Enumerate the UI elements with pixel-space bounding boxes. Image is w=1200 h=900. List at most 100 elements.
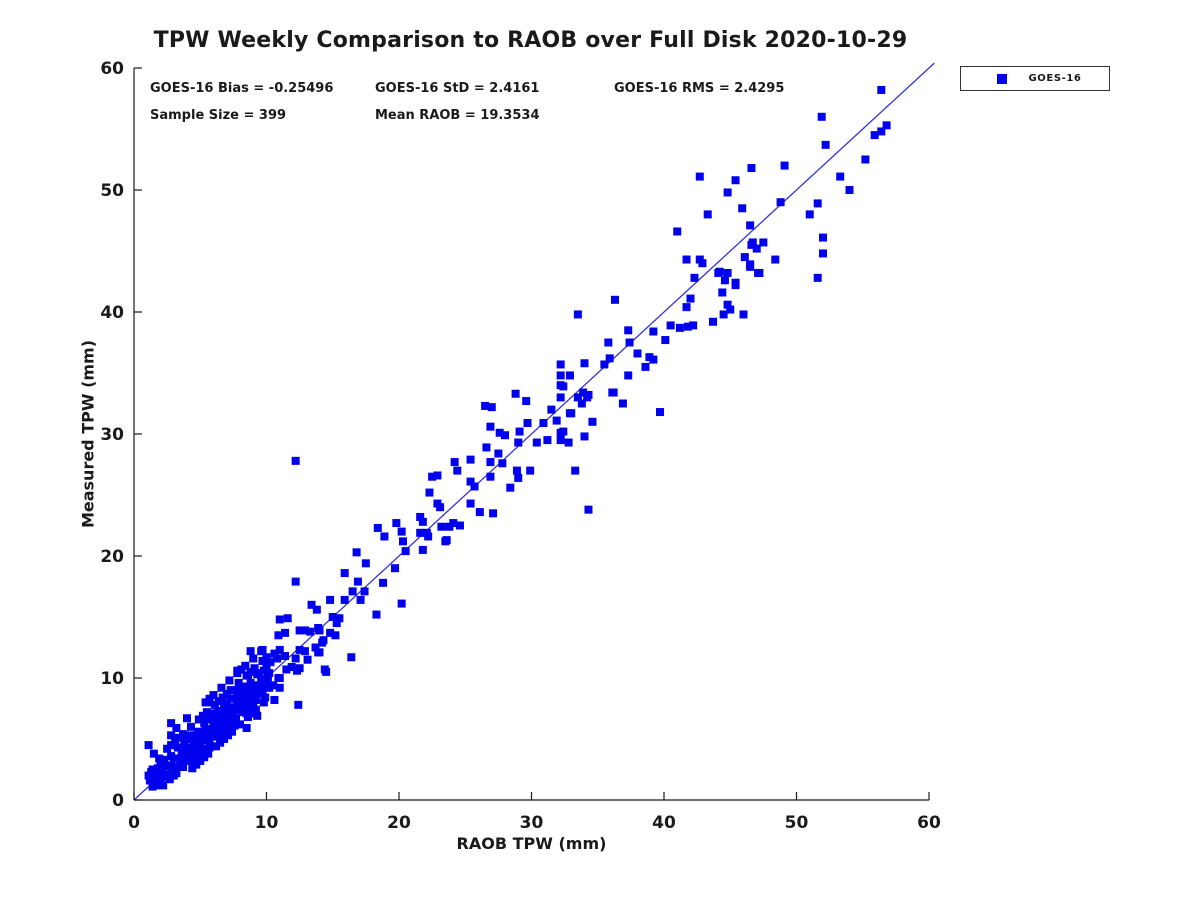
scatter-point xyxy=(192,749,201,758)
scatter-point xyxy=(175,733,184,742)
scatter-point xyxy=(356,595,365,604)
scatter-point xyxy=(397,599,406,608)
scatter-point xyxy=(148,765,157,774)
x-tick-label: 0 xyxy=(128,813,140,833)
scatter-point xyxy=(870,131,879,140)
scatter-point xyxy=(690,273,699,282)
scatter-point xyxy=(522,397,531,406)
scatter-point xyxy=(759,238,768,247)
scatter-point xyxy=(167,731,176,740)
scatter-point xyxy=(495,428,504,437)
scatter-point xyxy=(571,466,580,475)
scatter-point xyxy=(580,432,589,441)
scatter-point xyxy=(221,700,230,709)
scatter-point xyxy=(618,399,627,408)
scatter-point xyxy=(291,577,300,586)
scatter-point xyxy=(475,508,484,517)
scatter-point xyxy=(275,615,284,624)
scatter-point xyxy=(726,305,735,314)
x-tick-label: 40 xyxy=(652,813,676,833)
scatter-point xyxy=(295,664,304,673)
scatter-point xyxy=(695,172,704,181)
scatter-point xyxy=(481,401,490,410)
scatter-point xyxy=(543,436,552,445)
scatter-point xyxy=(167,752,176,761)
stat-std: GOES-16 StD = 2.4161 xyxy=(375,81,540,96)
scatter-point xyxy=(723,268,732,277)
scatter-point xyxy=(217,683,226,692)
scatter-point xyxy=(703,210,712,219)
scatter-point xyxy=(720,276,729,285)
scatter-point xyxy=(813,273,822,282)
scatter-point xyxy=(257,675,266,684)
scatter-point xyxy=(436,503,445,512)
scatter-point xyxy=(155,754,164,763)
scatter-point xyxy=(192,760,201,769)
scatter-point xyxy=(556,371,565,380)
scatter-point xyxy=(230,721,239,730)
stat-sample-size: Sample Size = 399 xyxy=(150,108,287,123)
scatter-point xyxy=(179,763,188,772)
scatter-point xyxy=(149,775,158,784)
scatter-point xyxy=(877,85,886,94)
scatter-point xyxy=(352,548,361,557)
scatter-point xyxy=(167,741,176,750)
scatter-point xyxy=(398,537,407,546)
scatter-point xyxy=(723,300,732,309)
scatter-point xyxy=(274,631,283,640)
scatter-point xyxy=(340,595,349,604)
scatter-point xyxy=(649,355,658,364)
scatter-point xyxy=(242,724,251,733)
scatter-point xyxy=(449,519,458,528)
scatter-point xyxy=(232,714,241,723)
scatter-point xyxy=(515,427,524,436)
scatter-point xyxy=(755,268,764,277)
scatter-point xyxy=(361,559,370,568)
scatter-point xyxy=(360,587,369,596)
x-tick-label: 10 xyxy=(255,813,279,833)
scatter-point xyxy=(689,321,698,330)
scatter-point xyxy=(275,645,284,654)
scatter-point xyxy=(682,303,691,312)
scatter-point xyxy=(295,626,304,635)
scatter-point xyxy=(246,678,255,687)
scatter-point xyxy=(776,198,785,207)
scatter-point xyxy=(262,661,271,670)
scatter-point xyxy=(189,754,198,763)
scatter-point xyxy=(752,244,761,253)
scatter-point xyxy=(771,255,780,264)
scatter-point xyxy=(295,645,304,654)
y-tick-label: 0 xyxy=(112,791,124,811)
scatter-point xyxy=(153,764,162,773)
scatter-point xyxy=(482,443,491,452)
scatter-point xyxy=(300,626,309,635)
scatter-point xyxy=(466,499,475,508)
scatter-point xyxy=(353,577,362,586)
scatter-point xyxy=(326,628,335,637)
scatter-point xyxy=(683,322,692,331)
scatter-point xyxy=(206,715,215,724)
scatter-point xyxy=(649,327,658,336)
scatter-point xyxy=(466,455,475,464)
scatter-point xyxy=(180,755,189,764)
scatter-point xyxy=(209,709,218,718)
scatter-point xyxy=(470,482,479,491)
scatter-point xyxy=(303,655,312,664)
scatter-point xyxy=(861,155,870,164)
scatter-point xyxy=(270,649,279,658)
scatter-point xyxy=(186,722,195,731)
scatter-point xyxy=(250,691,259,700)
scatter-point xyxy=(183,714,191,723)
scatter-point xyxy=(281,628,290,637)
scatter-point xyxy=(609,388,618,397)
y-tick-label: 30 xyxy=(100,425,124,445)
scatter-point xyxy=(819,233,827,242)
scatter-point xyxy=(698,259,707,268)
scatter-point xyxy=(228,686,237,695)
scatter-point xyxy=(523,419,532,428)
scatter-point xyxy=(746,262,755,271)
scatter-point xyxy=(565,371,574,380)
scatter-point xyxy=(275,683,284,692)
scatter-point xyxy=(282,665,291,674)
scatter-point xyxy=(216,738,225,747)
